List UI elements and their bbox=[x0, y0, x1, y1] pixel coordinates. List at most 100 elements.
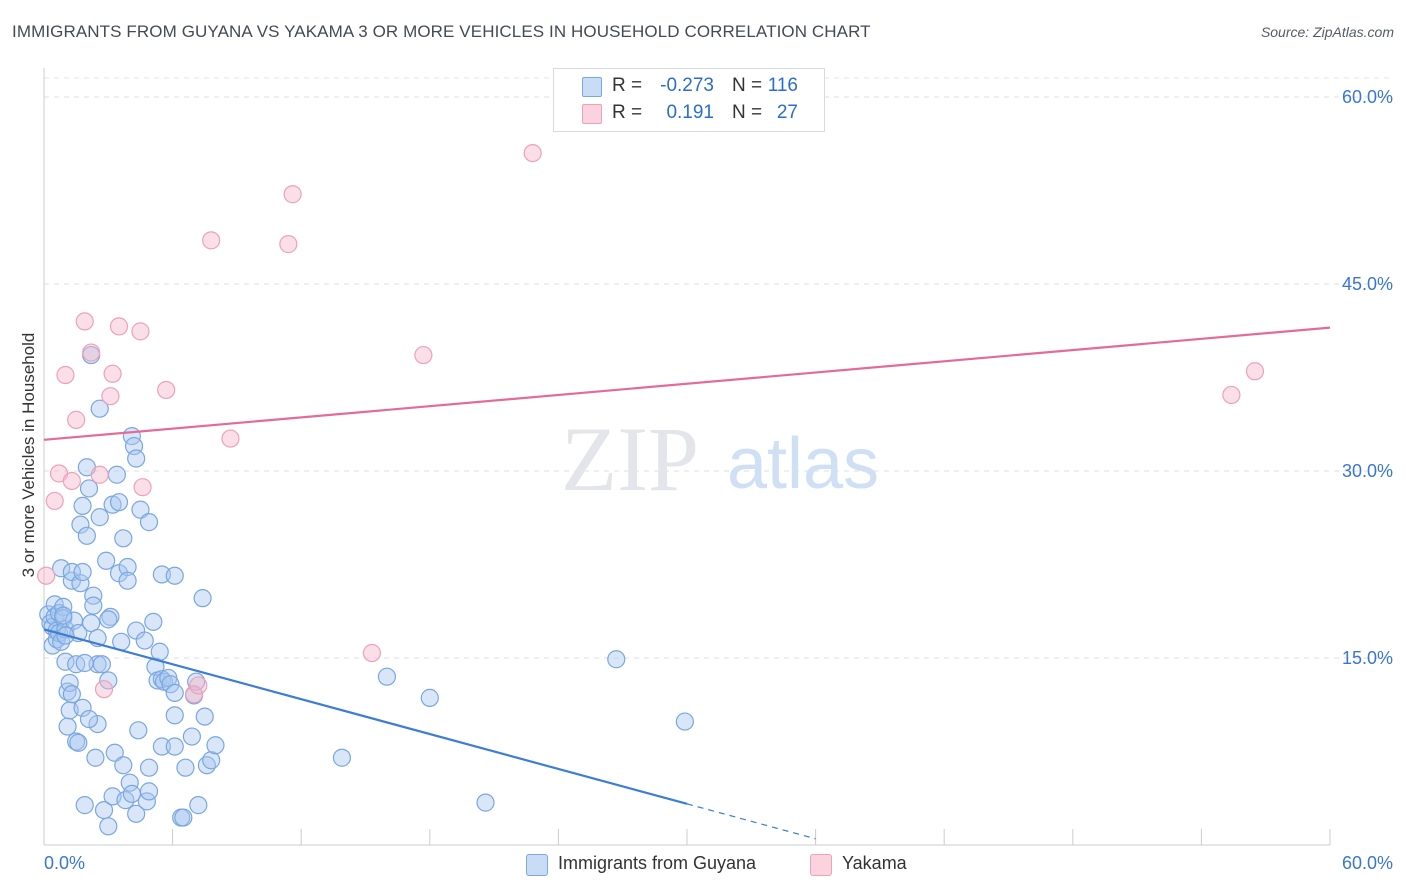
guyana-point bbox=[135, 631, 154, 650]
guyana-point bbox=[71, 574, 90, 593]
y-tick-label: 15.0% bbox=[1342, 648, 1393, 668]
guyana-point bbox=[476, 793, 495, 812]
guyana-point bbox=[105, 743, 124, 762]
yakama-point bbox=[75, 312, 94, 331]
guyana-point bbox=[152, 565, 171, 584]
guyana-point bbox=[195, 707, 214, 726]
guyana-point bbox=[62, 685, 81, 704]
yakama-point bbox=[184, 685, 204, 704]
yakama-point bbox=[362, 643, 382, 663]
guyana-point bbox=[161, 675, 180, 694]
guyana-trend-line bbox=[43, 628, 688, 805]
guyana-point bbox=[79, 479, 99, 498]
yakama-point bbox=[189, 676, 208, 695]
guyana-point bbox=[97, 551, 116, 570]
guyana-point bbox=[144, 612, 163, 631]
guyana-point bbox=[152, 737, 171, 756]
yakama-point bbox=[202, 231, 221, 250]
guyana-point bbox=[54, 606, 73, 625]
guyana-point bbox=[107, 465, 126, 484]
guyana-point bbox=[73, 562, 92, 582]
guyana-point bbox=[73, 496, 92, 516]
guyana-point bbox=[118, 557, 137, 577]
guyana-point bbox=[86, 748, 105, 767]
watermark: ZIP atlas bbox=[561, 408, 879, 510]
guyana-point bbox=[56, 652, 75, 671]
guyana-point bbox=[165, 566, 184, 585]
axes bbox=[43, 68, 1331, 846]
yakama-point bbox=[67, 410, 86, 429]
legend-label-guyana: Immigrants from Guyana bbox=[558, 853, 757, 873]
guyana-point bbox=[118, 571, 137, 590]
guyana-point bbox=[206, 736, 225, 755]
yakama-point bbox=[94, 680, 114, 699]
guyana-point bbox=[84, 596, 103, 615]
yakama-point bbox=[82, 343, 101, 362]
guyana-point bbox=[99, 671, 118, 690]
guyana-point bbox=[152, 670, 171, 689]
legend-n-label: N = bbox=[732, 75, 763, 96]
watermark-atlas: atlas bbox=[727, 424, 879, 504]
yakama-point bbox=[56, 365, 75, 385]
guyana-point bbox=[131, 500, 150, 519]
guyana-point bbox=[120, 773, 139, 792]
source-label: Source: ZipAtlas.com bbox=[1260, 24, 1394, 40]
guyana-point bbox=[122, 784, 141, 803]
yakama-point bbox=[37, 566, 56, 585]
legend-r-label: R = bbox=[612, 102, 643, 123]
yakama-point bbox=[90, 465, 109, 484]
guyana-point bbox=[129, 721, 148, 740]
guyana-point bbox=[52, 559, 71, 578]
guyana-point bbox=[109, 493, 129, 512]
guyana-point bbox=[607, 650, 626, 669]
yakama-point bbox=[523, 144, 542, 163]
x-tick-label: 0.0% bbox=[44, 853, 85, 873]
guyana-point bbox=[88, 714, 107, 734]
legend-n-value: 27 bbox=[776, 102, 798, 123]
guyana-point bbox=[73, 698, 92, 717]
y-tick-label: 30.0% bbox=[1342, 461, 1393, 481]
guyana-point bbox=[139, 782, 159, 801]
correlation-legend: R = -0.273 N = 116 R = 0.191 N = 27 bbox=[553, 68, 825, 132]
legend-row-guyana: R = -0.273 N = 116 bbox=[554, 73, 824, 100]
guyana-point bbox=[75, 796, 94, 815]
legend-swatch-guyana bbox=[526, 854, 548, 876]
series-yakama-points bbox=[37, 144, 1265, 704]
legend-swatch-yakama bbox=[810, 854, 832, 876]
y-tick-label: 60.0% bbox=[1342, 87, 1393, 107]
yakama-point bbox=[279, 235, 298, 254]
y-axis-label: 3 or more Vehicles in Household bbox=[19, 333, 38, 578]
guyana-point bbox=[182, 727, 201, 746]
yakama-point bbox=[45, 491, 64, 511]
yakama-point bbox=[221, 429, 240, 448]
guyana-point bbox=[127, 449, 146, 468]
series-legend: Immigrants from Guyana Yakama bbox=[0, 852, 1406, 878]
yakama-trend-line bbox=[43, 326, 1331, 441]
x-tick-label: 60.0% bbox=[1342, 853, 1393, 873]
guyana-point bbox=[90, 508, 109, 527]
guyana-point bbox=[139, 513, 159, 532]
gridlines bbox=[44, 77, 1392, 659]
guyana-point bbox=[90, 399, 109, 418]
guyana-point bbox=[193, 589, 212, 608]
guyana-point bbox=[332, 748, 352, 767]
legend-n-value: 116 bbox=[767, 75, 798, 96]
yakama-point bbox=[101, 387, 120, 406]
guyana-point bbox=[165, 737, 184, 756]
guyana-point bbox=[127, 804, 146, 823]
guyana-point bbox=[420, 688, 439, 707]
guyana-point bbox=[114, 756, 133, 775]
legend-r-value: -0.273 bbox=[660, 75, 714, 96]
y-tick-label: 45.0% bbox=[1342, 274, 1393, 294]
guyana-point bbox=[99, 610, 118, 629]
legend-swatch-yakama bbox=[582, 104, 602, 124]
watermark-zip: ZIP bbox=[561, 408, 699, 510]
yakama-point bbox=[283, 185, 302, 204]
guyana-point bbox=[101, 607, 120, 626]
tick-labels: 15.0% 30.0% 45.0% 60.0% 0.0% 60.0% bbox=[44, 87, 1393, 873]
yakama-point bbox=[103, 364, 122, 383]
guyana-point bbox=[77, 526, 96, 545]
guyana-point bbox=[75, 653, 94, 673]
legend-n-label: N = bbox=[732, 102, 763, 123]
